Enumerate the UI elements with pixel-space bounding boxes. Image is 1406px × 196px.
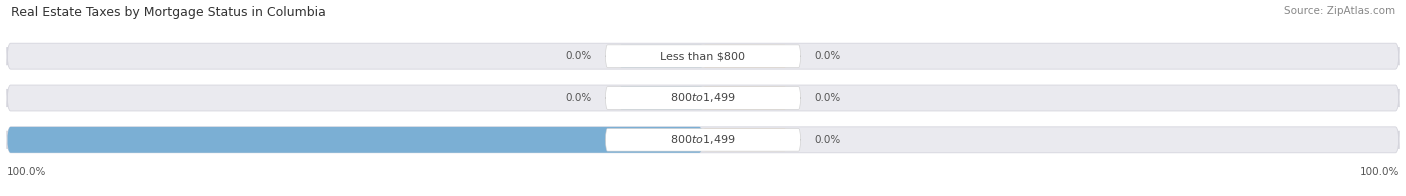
Text: 100.0%: 100.0%: [1360, 167, 1399, 177]
Text: Source: ZipAtlas.com: Source: ZipAtlas.com: [1284, 6, 1395, 16]
FancyBboxPatch shape: [7, 85, 1399, 111]
Text: Real Estate Taxes by Mortgage Status in Columbia: Real Estate Taxes by Mortgage Status in …: [11, 6, 326, 19]
Text: Less than $800: Less than $800: [661, 51, 745, 61]
FancyBboxPatch shape: [7, 127, 1399, 153]
Text: $800 to $1,499: $800 to $1,499: [671, 133, 735, 146]
FancyBboxPatch shape: [703, 129, 786, 151]
FancyBboxPatch shape: [703, 87, 786, 109]
Text: $800 to $1,499: $800 to $1,499: [671, 92, 735, 104]
FancyBboxPatch shape: [703, 45, 786, 67]
FancyBboxPatch shape: [7, 43, 1399, 69]
FancyBboxPatch shape: [606, 87, 800, 109]
Text: 0.0%: 0.0%: [565, 51, 592, 61]
FancyBboxPatch shape: [7, 127, 703, 153]
Text: 0.0%: 0.0%: [814, 93, 841, 103]
Text: 100.0%: 100.0%: [7, 167, 46, 177]
FancyBboxPatch shape: [606, 129, 800, 151]
Text: 0.0%: 0.0%: [814, 51, 841, 61]
FancyBboxPatch shape: [620, 45, 703, 67]
FancyBboxPatch shape: [606, 45, 800, 67]
FancyBboxPatch shape: [620, 129, 703, 151]
FancyBboxPatch shape: [620, 87, 703, 109]
Text: 0.0%: 0.0%: [565, 93, 592, 103]
Text: 0.0%: 0.0%: [814, 135, 841, 145]
